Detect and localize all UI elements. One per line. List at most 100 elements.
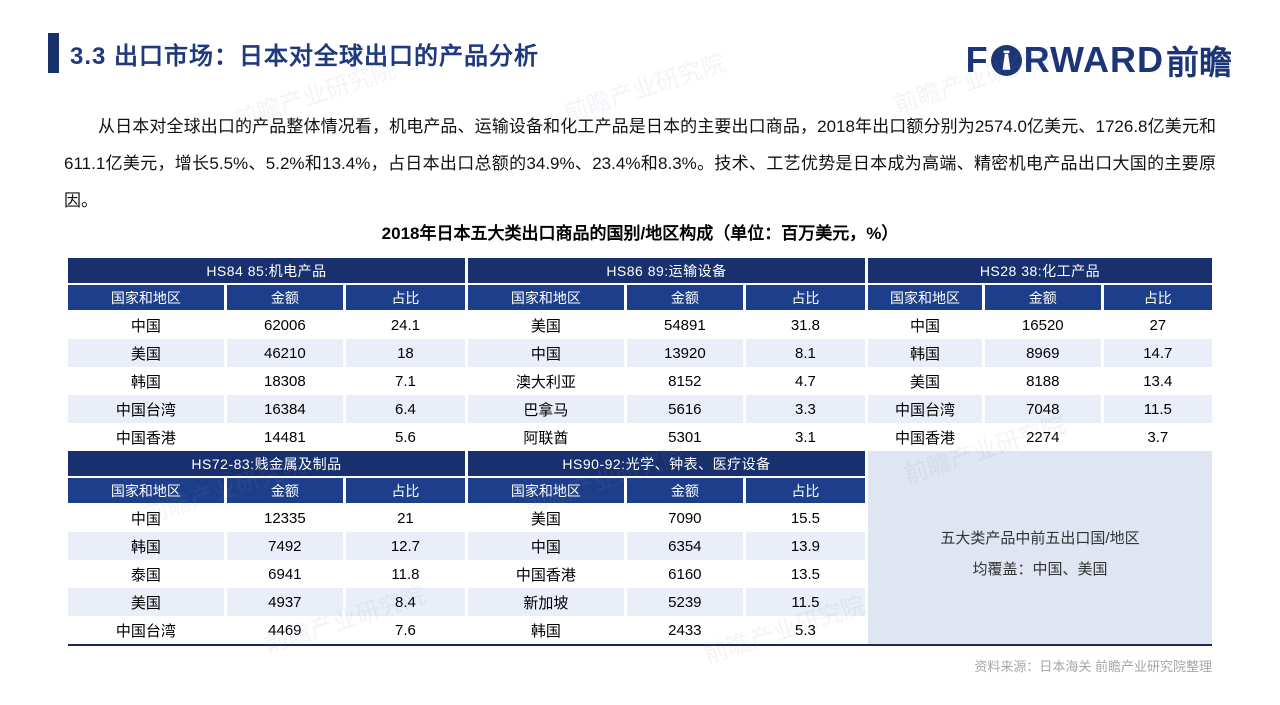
- country-cell: 澳大利亚: [468, 367, 627, 395]
- share-cell: 18: [346, 339, 465, 367]
- group-header: HS90-92:光学、钟表、医疗设备: [468, 451, 865, 478]
- share-cell: 3.3: [746, 395, 865, 423]
- column-header-row: 国家和地区金额占比: [68, 478, 465, 504]
- country-cell: 中国: [68, 311, 227, 339]
- share-cell: 8.4: [346, 588, 465, 616]
- country-cell: 中国香港: [468, 560, 627, 588]
- note-line: 五大类产品中前五出口国/地区: [868, 523, 1212, 554]
- table-row: 韩国896914.7: [868, 339, 1212, 367]
- amount-cell: 5239: [627, 588, 746, 616]
- column-header: 金额: [227, 285, 346, 310]
- country-cell: 韩国: [68, 367, 227, 395]
- amount-cell: 4469: [227, 616, 346, 644]
- share-cell: 31.8: [746, 311, 865, 339]
- country-cell: 中国香港: [868, 423, 985, 451]
- group-header: HS72-83:贱金属及制品: [68, 451, 465, 478]
- lighthouse-o-icon: [990, 44, 1023, 77]
- country-cell: 美国: [468, 311, 627, 339]
- intro-paragraph: 从日本对全球出口的产品整体情况看，机电产品、运输设备和化工产品是日本的主要出口商…: [64, 108, 1216, 219]
- share-cell: 21: [346, 504, 465, 532]
- table-row: 中国1233521: [68, 504, 465, 532]
- column-header-row: 国家和地区金额占比: [868, 285, 1212, 311]
- amount-cell: 6160: [627, 560, 746, 588]
- column-header: 金额: [227, 478, 346, 503]
- amount-cell: 7090: [627, 504, 746, 532]
- share-cell: 3.7: [1104, 423, 1212, 451]
- table-row: 阿联酋53013.1: [468, 423, 865, 451]
- column-header: 占比: [346, 285, 465, 310]
- column-header: 国家和地区: [468, 285, 627, 310]
- table-row: 中国台湾704811.5: [868, 395, 1212, 423]
- table-row: 美国818813.4: [868, 367, 1212, 395]
- country-cell: 新加坡: [468, 588, 627, 616]
- column-header: 占比: [1104, 285, 1212, 310]
- country-cell: 韩国: [868, 339, 985, 367]
- country-cell: 中国台湾: [868, 395, 985, 423]
- table-group: HS84 85:机电产品国家和地区金额占比中国6200624.1美国462101…: [68, 258, 468, 451]
- share-cell: 13.5: [746, 560, 865, 588]
- column-header: 金额: [627, 285, 746, 310]
- share-cell: 5.6: [346, 423, 465, 451]
- table-row: 韩国24335.3: [468, 616, 865, 644]
- share-cell: 12.7: [346, 532, 465, 560]
- column-header: 国家和地区: [68, 478, 227, 503]
- share-cell: 13.4: [1104, 367, 1212, 395]
- amount-cell: 54891: [627, 311, 746, 339]
- amount-cell: 12335: [227, 504, 346, 532]
- column-header-row: 国家和地区金额占比: [468, 478, 865, 504]
- amount-cell: 8152: [627, 367, 746, 395]
- amount-cell: 18308: [227, 367, 346, 395]
- amount-cell: 8969: [985, 339, 1104, 367]
- table-row: 中国139208.1: [468, 339, 865, 367]
- table-row: 美国709015.5: [468, 504, 865, 532]
- amount-cell: 6354: [627, 532, 746, 560]
- share-cell: 8.1: [746, 339, 865, 367]
- country-cell: 美国: [868, 367, 985, 395]
- table-bottom-section: HS72-83:贱金属及制品国家和地区金额占比中国1233521韩国749212…: [68, 451, 1212, 644]
- forward-logo: F RWARD 前瞻: [966, 36, 1232, 84]
- amount-cell: 2274: [985, 423, 1104, 451]
- share-cell: 15.5: [746, 504, 865, 532]
- country-cell: 中国: [868, 311, 985, 339]
- share-cell: 11.5: [1104, 395, 1212, 423]
- source-note: 资料来源：日本海关 前瞻产业研究院整理: [974, 656, 1212, 675]
- amount-cell: 13920: [627, 339, 746, 367]
- table-row: 中国香港144815.6: [68, 423, 465, 451]
- group-header: HS28 38:化工产品: [868, 258, 1212, 285]
- table-row: 中国1652027: [868, 311, 1212, 339]
- table-top-section: HS84 85:机电产品国家和地区金额占比中国6200624.1美国462101…: [68, 258, 1212, 451]
- country-cell: 阿联酋: [468, 423, 627, 451]
- country-cell: 中国: [68, 504, 227, 532]
- country-cell: 中国台湾: [68, 395, 227, 423]
- table-row: 美国49378.4: [68, 588, 465, 616]
- table-row: 新加坡523911.5: [468, 588, 865, 616]
- country-cell: 美国: [68, 588, 227, 616]
- share-cell: 4.7: [746, 367, 865, 395]
- column-header: 占比: [746, 285, 865, 310]
- logo-letter-f: F: [966, 39, 989, 81]
- share-cell: 27: [1104, 311, 1212, 339]
- country-cell: 中国台湾: [68, 616, 227, 644]
- export-table: HS84 85:机电产品国家和地区金额占比中国6200624.1美国462101…: [68, 258, 1212, 646]
- table-row: 澳大利亚81524.7: [468, 367, 865, 395]
- country-cell: 美国: [468, 504, 627, 532]
- column-header-row: 国家和地区金额占比: [468, 285, 865, 311]
- country-cell: 韩国: [68, 532, 227, 560]
- column-header-row: 国家和地区金额占比: [68, 285, 465, 311]
- share-cell: 7.1: [346, 367, 465, 395]
- table-row: 中国香港22743.7: [868, 423, 1212, 451]
- table-group: HS86 89:运输设备国家和地区金额占比美国5489131.8中国139208…: [468, 258, 868, 451]
- share-cell: 24.1: [346, 311, 465, 339]
- amount-cell: 14481: [227, 423, 346, 451]
- amount-cell: 16384: [227, 395, 346, 423]
- amount-cell: 5301: [627, 423, 746, 451]
- column-header: 金额: [985, 285, 1104, 310]
- country-cell: 美国: [68, 339, 227, 367]
- table-row: 中国台湾163846.4: [68, 395, 465, 423]
- table-row: 中国6200624.1: [68, 311, 465, 339]
- country-cell: 韩国: [468, 616, 627, 644]
- logo-letters-rward: RWARD: [1024, 39, 1164, 81]
- column-header: 国家和地区: [468, 478, 627, 503]
- table-row: 韩国749212.7: [68, 532, 465, 560]
- group-header: HS84 85:机电产品: [68, 258, 465, 285]
